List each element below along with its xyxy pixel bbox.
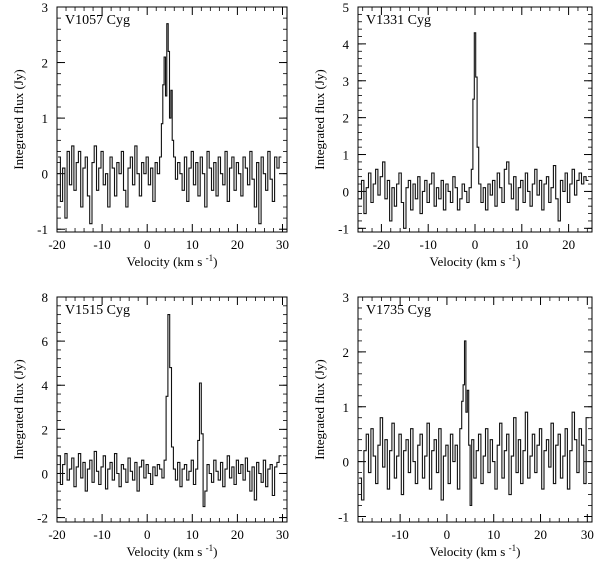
y-tick-label: 1 [343, 148, 350, 163]
x-tick-label: 0 [144, 527, 151, 542]
panel-title: V1331 Cyg [366, 13, 431, 28]
x-tick-label: 30 [276, 237, 289, 252]
x-tick-label: 10 [487, 527, 500, 542]
y-tick-label: 6 [42, 334, 49, 349]
x-tick-label: 20 [231, 527, 244, 542]
y-tick-label: -1 [338, 510, 349, 525]
panel-title: V1515 Cyg [65, 303, 130, 318]
plot-frame [56, 296, 288, 523]
x-tick-label: 10 [515, 237, 528, 252]
y-tick-label: -1 [37, 222, 48, 237]
y-tick-label: 3 [343, 290, 350, 305]
y-tick-label: -1 [338, 221, 349, 236]
y-tick-label: -2 [37, 511, 48, 526]
x-tick-label: 0 [472, 237, 479, 252]
y-axis-label: Integrated flux (Jy) [312, 69, 327, 169]
x-tick-label: -20 [373, 237, 390, 252]
x-tick-label: -10 [93, 237, 110, 252]
x-axis-label: Velocity (km s -1) [430, 543, 521, 559]
y-tick-label: 1 [42, 111, 49, 126]
plot-frame [56, 6, 288, 233]
x-tick-label: -20 [48, 237, 65, 252]
x-tick-label: 30 [581, 527, 594, 542]
y-axis-label: Integrated flux (Jy) [11, 359, 26, 459]
x-tick-label: -10 [420, 237, 437, 252]
y-tick-label: 8 [42, 290, 49, 305]
y-tick-label: 3 [343, 74, 350, 89]
spectrum-line-v1735 [359, 340, 589, 507]
y-tick-label: 2 [343, 111, 350, 126]
x-tick-label: -10 [391, 527, 408, 542]
y-tick-label: 1 [343, 400, 350, 415]
x-tick-label: 10 [186, 237, 199, 252]
y-tick-label: 2 [42, 56, 49, 71]
x-tick-label: 0 [444, 527, 451, 542]
y-tick-label: 4 [343, 37, 350, 52]
x-tick-label: 10 [186, 527, 199, 542]
x-axis-label: Velocity (km s -1) [127, 253, 218, 269]
y-axis-label: Integrated flux (Jy) [11, 69, 26, 169]
y-axis-label: Integrated flux (Jy) [312, 359, 327, 459]
x-tick-label: 20 [534, 527, 547, 542]
panel-title: V1735 Cyg [366, 303, 431, 318]
x-tick-label: 20 [231, 237, 244, 252]
y-tick-label: 0 [42, 466, 49, 481]
x-tick-label: -20 [48, 527, 65, 542]
y-tick-label: 2 [343, 345, 350, 360]
x-tick-label: 30 [276, 527, 289, 542]
plot-frame [357, 296, 593, 523]
x-tick-label: 20 [562, 237, 575, 252]
y-tick-label: 3 [42, 0, 49, 15]
y-tick-label: 0 [343, 184, 350, 199]
spectrum-line-v1331 [359, 32, 589, 229]
x-axis-label: Velocity (km s -1) [127, 543, 218, 559]
y-tick-label: 0 [343, 455, 350, 470]
y-tick-label: 4 [42, 378, 49, 393]
y-tick-label: 0 [42, 167, 49, 182]
x-tick-label: -10 [93, 527, 110, 542]
spectrum-line-v1515 [58, 314, 282, 508]
x-axis-label: Velocity (km s -1) [430, 253, 521, 269]
y-tick-label: 2 [42, 422, 49, 437]
x-tick-label: 0 [144, 237, 151, 252]
panel-title: V1057 Cyg [65, 13, 130, 28]
spectrum-line-v1057 [58, 23, 282, 225]
y-tick-label: 5 [343, 0, 350, 15]
